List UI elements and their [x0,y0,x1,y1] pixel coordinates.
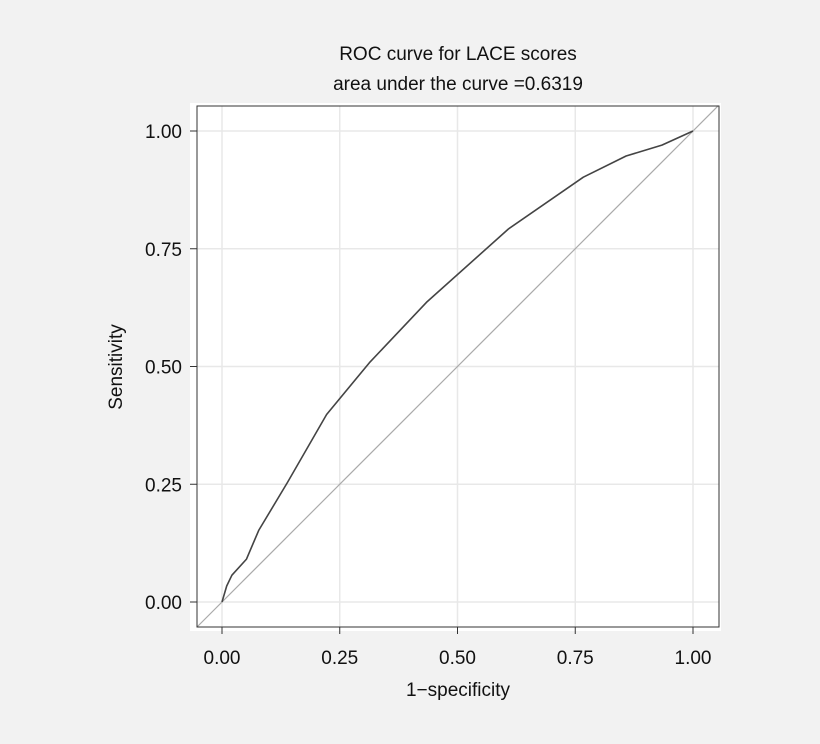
ticks: 0.00 0.25 0.50 0.75 1.00 0.00 0.25 0.50 0.75 1.00 [145,122,711,669]
y-axis-label: Sensitivity [106,324,127,410]
reference-diagonal-line [196,105,719,628]
x-tick-label: 0.75 [557,648,594,669]
y-tick-label: 0.75 [145,240,182,261]
x-axis-label: 1−specificity [406,680,511,701]
series-group [196,105,719,628]
x-tick-label: 0.50 [439,648,476,669]
y-tick-label: 1.00 [145,122,182,143]
x-tick-label: 0.00 [204,648,241,669]
chart-subtitle: area under the curve =0.6319 [333,74,583,95]
y-tick-label: 0.25 [145,475,182,496]
x-tick-label: 0.25 [321,648,358,669]
y-tick-label: 0.50 [145,358,182,379]
roc-curve-line [221,130,694,603]
y-tick-label: 0.00 [145,593,182,614]
x-tick-label: 1.00 [675,648,712,669]
chart-title: ROC curve for LACE scores [339,44,577,65]
